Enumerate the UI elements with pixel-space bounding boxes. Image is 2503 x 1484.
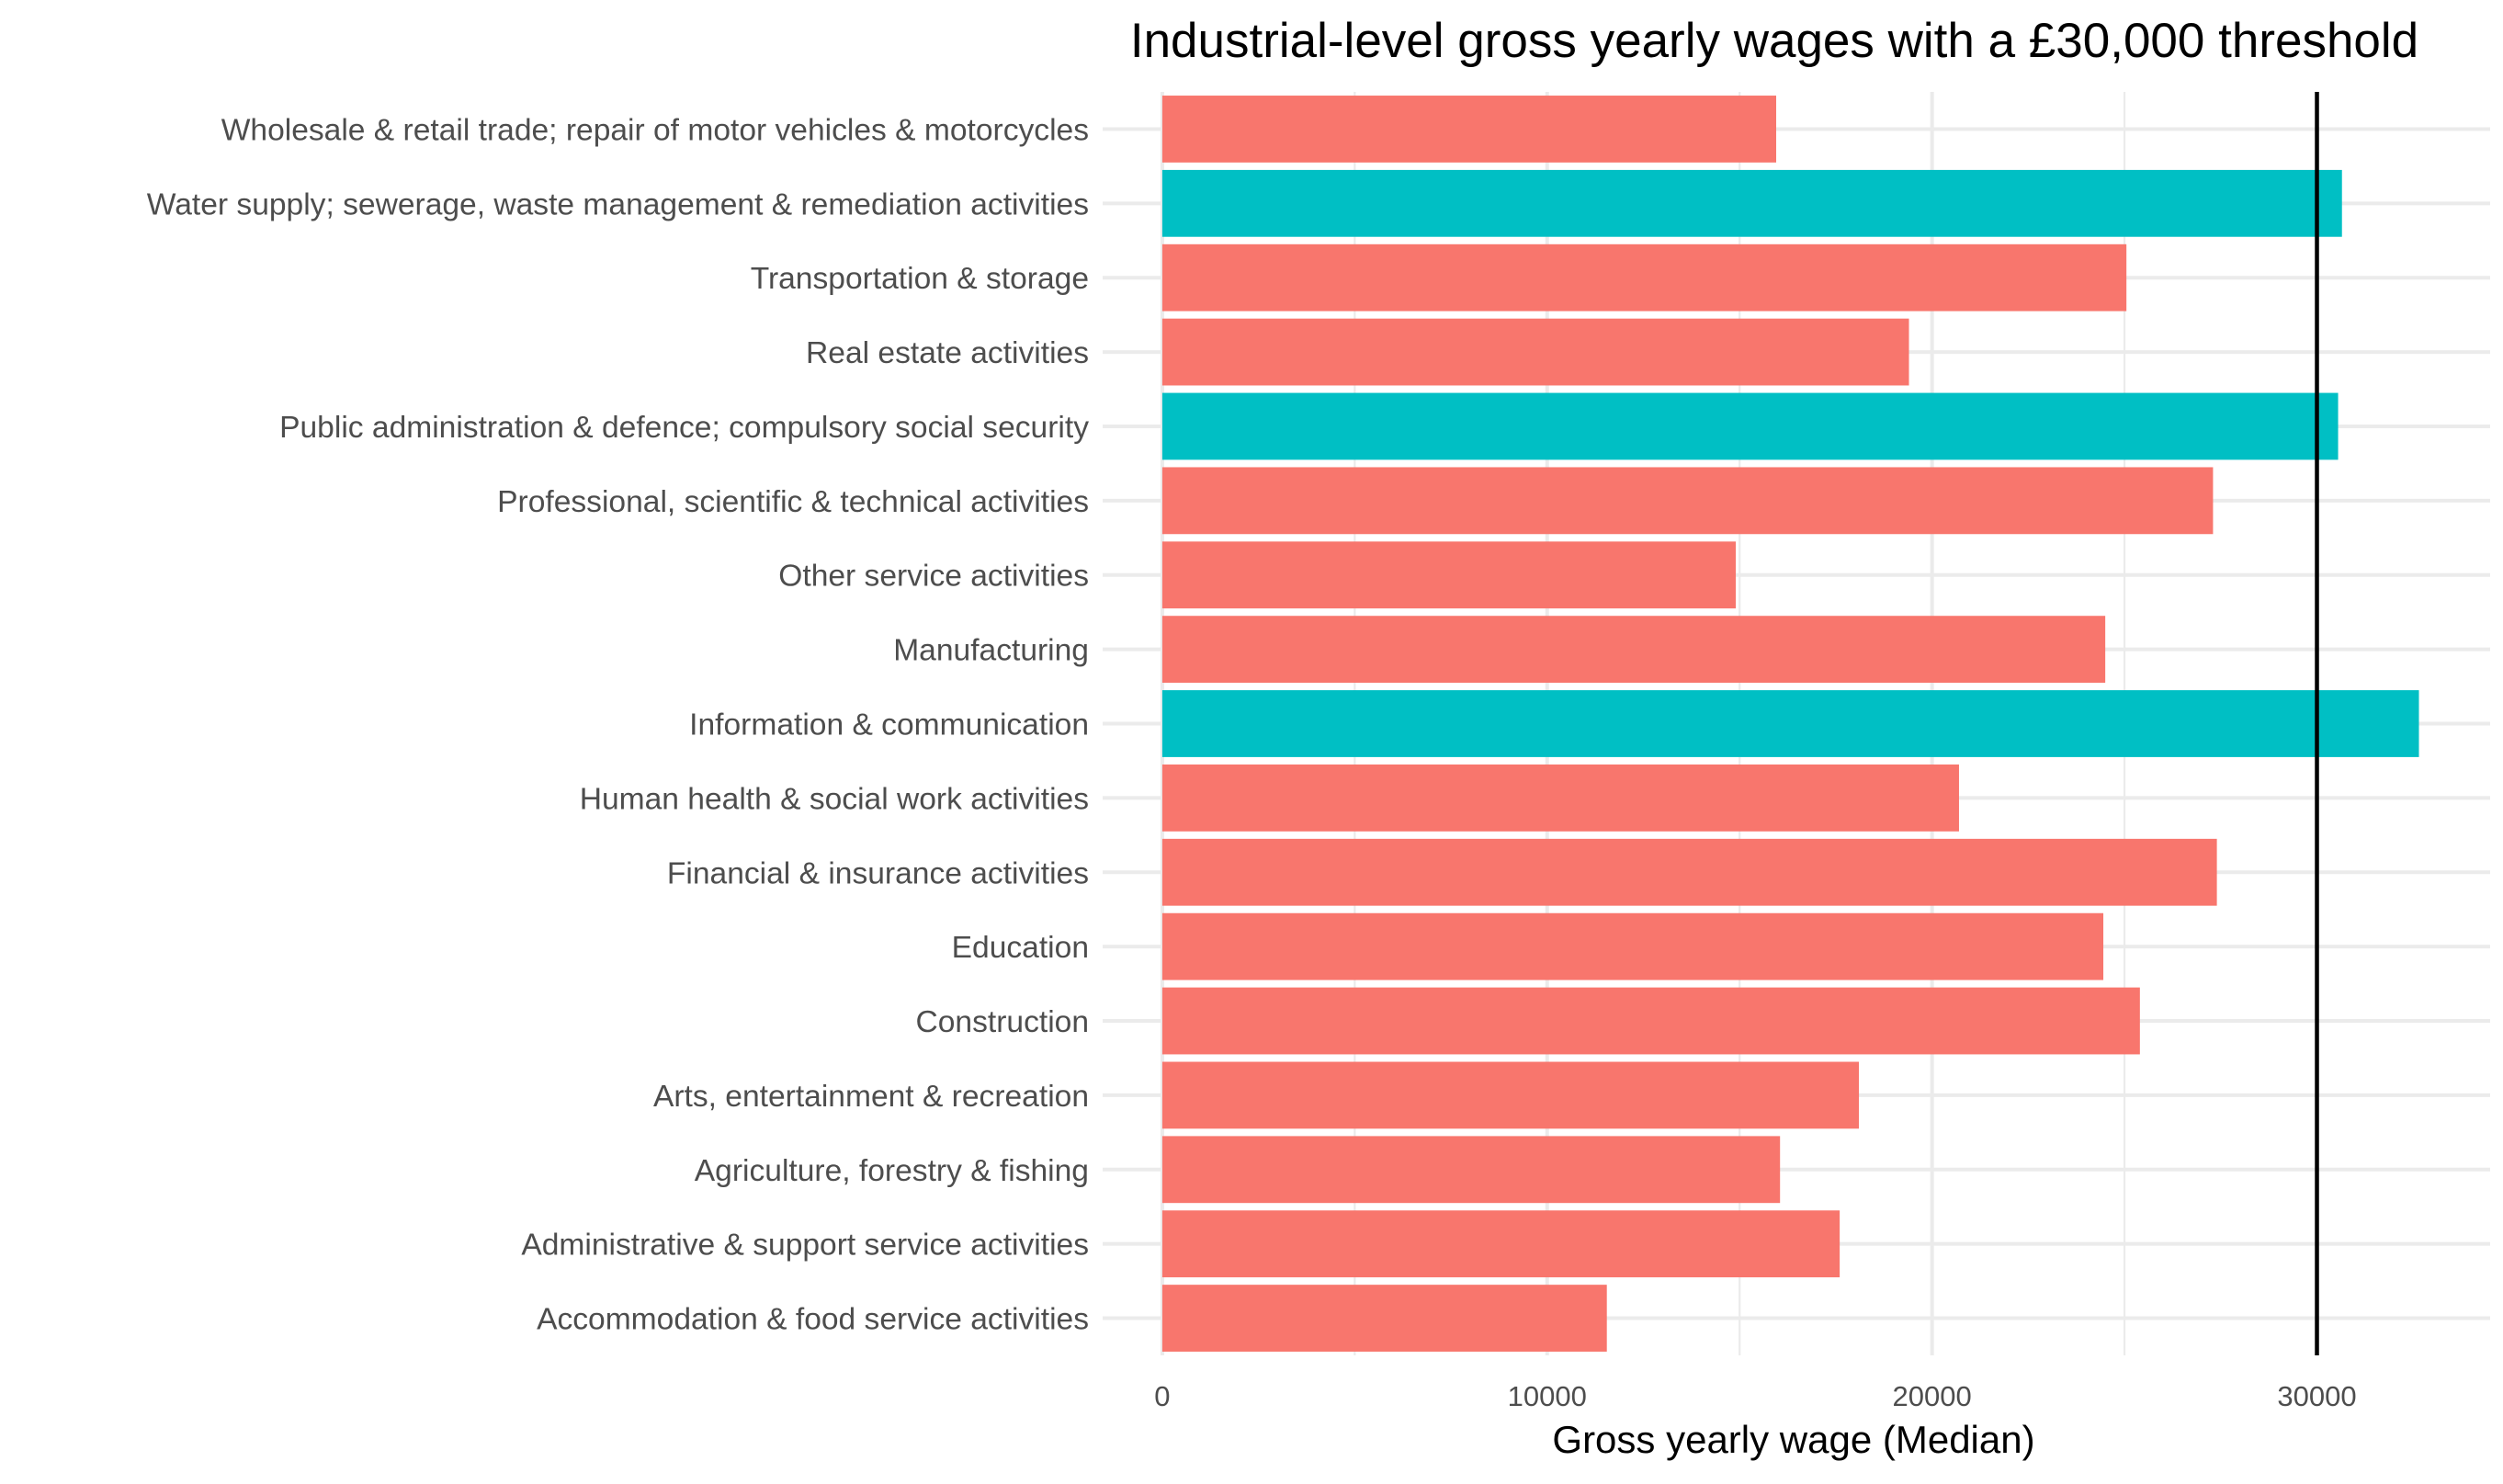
- x-tick-label: 10000: [1508, 1380, 1587, 1412]
- category-label: Transportation & storage: [751, 262, 1089, 296]
- bar: [1161, 1061, 1860, 1129]
- bar: [1161, 467, 2214, 535]
- x-tick-label: 0: [1154, 1380, 1170, 1412]
- category-label: Public administration & defence; compuls…: [279, 411, 1089, 445]
- bar: [1161, 318, 1909, 386]
- bar: [1161, 690, 2419, 757]
- bar: [1161, 96, 1777, 163]
- category-labels: Wholesale & retail trade; repair of moto…: [147, 113, 1089, 1336]
- category-label: Manufacturing: [893, 634, 1089, 668]
- chart-title: Industrial-level gross yearly wages with…: [1130, 14, 2418, 68]
- category-label: Water supply; sewerage, waste management…: [147, 187, 1089, 221]
- bars: [1161, 96, 2419, 1352]
- category-label: Human health & social work activities: [580, 782, 1089, 816]
- category-label: Accommodation & food service activities: [537, 1303, 1089, 1337]
- category-label: Professional, scientific & technical act…: [497, 485, 1089, 519]
- category-label: Arts, entertainment & recreation: [653, 1080, 1089, 1114]
- x-tick-labels: 0 10000 20000 30000: [1154, 1380, 2356, 1412]
- bar: [1161, 1210, 1840, 1278]
- x-tick-label: 20000: [1893, 1380, 1972, 1412]
- category-label: Wholesale & retail trade; repair of moto…: [221, 113, 1089, 147]
- category-label: Information & communication: [689, 708, 1089, 742]
- bar: [1161, 1285, 1607, 1352]
- category-label: Agriculture, forestry & fishing: [695, 1154, 1089, 1188]
- category-label: Financial & insurance activities: [667, 856, 1089, 890]
- category-label: Other service activities: [778, 560, 1089, 594]
- bar: [1161, 987, 2140, 1055]
- bar: [1161, 838, 2217, 906]
- category-label: Education: [952, 931, 1089, 965]
- bar: [1161, 392, 2339, 460]
- x-axis-title: Gross yearly wage (Median): [1552, 1418, 2034, 1461]
- bar: [1161, 616, 2106, 684]
- bar: [1161, 169, 2342, 237]
- x-tick-label: 30000: [2277, 1380, 2356, 1412]
- category-label: Real estate activities: [806, 336, 1089, 370]
- category-label: Construction: [916, 1005, 1090, 1039]
- category-label: Administrative & support service activit…: [521, 1229, 1089, 1263]
- bar: [1161, 541, 1737, 609]
- bar: [1161, 244, 2127, 312]
- bar: [1161, 1136, 1781, 1204]
- bar: [1161, 912, 2104, 980]
- bar: [1161, 764, 1959, 832]
